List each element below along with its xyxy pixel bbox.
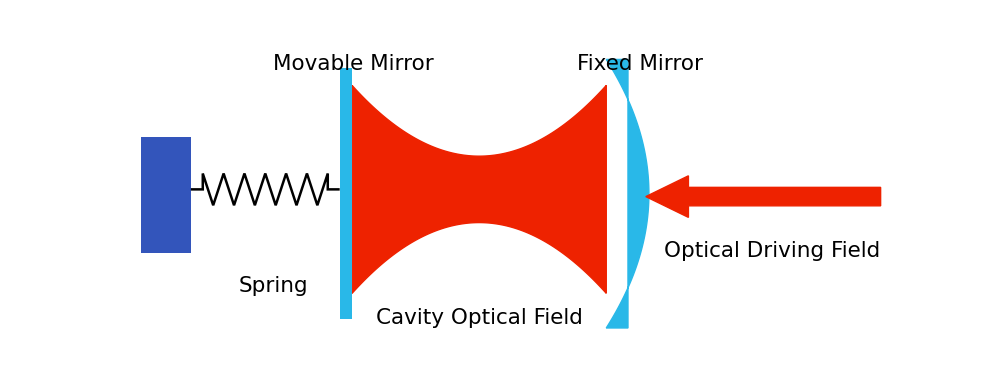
Bar bbox=[340, 68, 352, 320]
Text: Spring: Spring bbox=[238, 276, 308, 296]
Text: Movable Mirror: Movable Mirror bbox=[273, 54, 434, 74]
Polygon shape bbox=[352, 86, 606, 293]
Bar bbox=[140, 137, 191, 253]
Text: Optical Driving Field: Optical Driving Field bbox=[664, 242, 881, 261]
Text: Cavity Optical Field: Cavity Optical Field bbox=[376, 308, 583, 328]
Polygon shape bbox=[646, 176, 881, 218]
Polygon shape bbox=[606, 59, 649, 328]
Text: Fixed Mirror: Fixed Mirror bbox=[577, 54, 703, 74]
